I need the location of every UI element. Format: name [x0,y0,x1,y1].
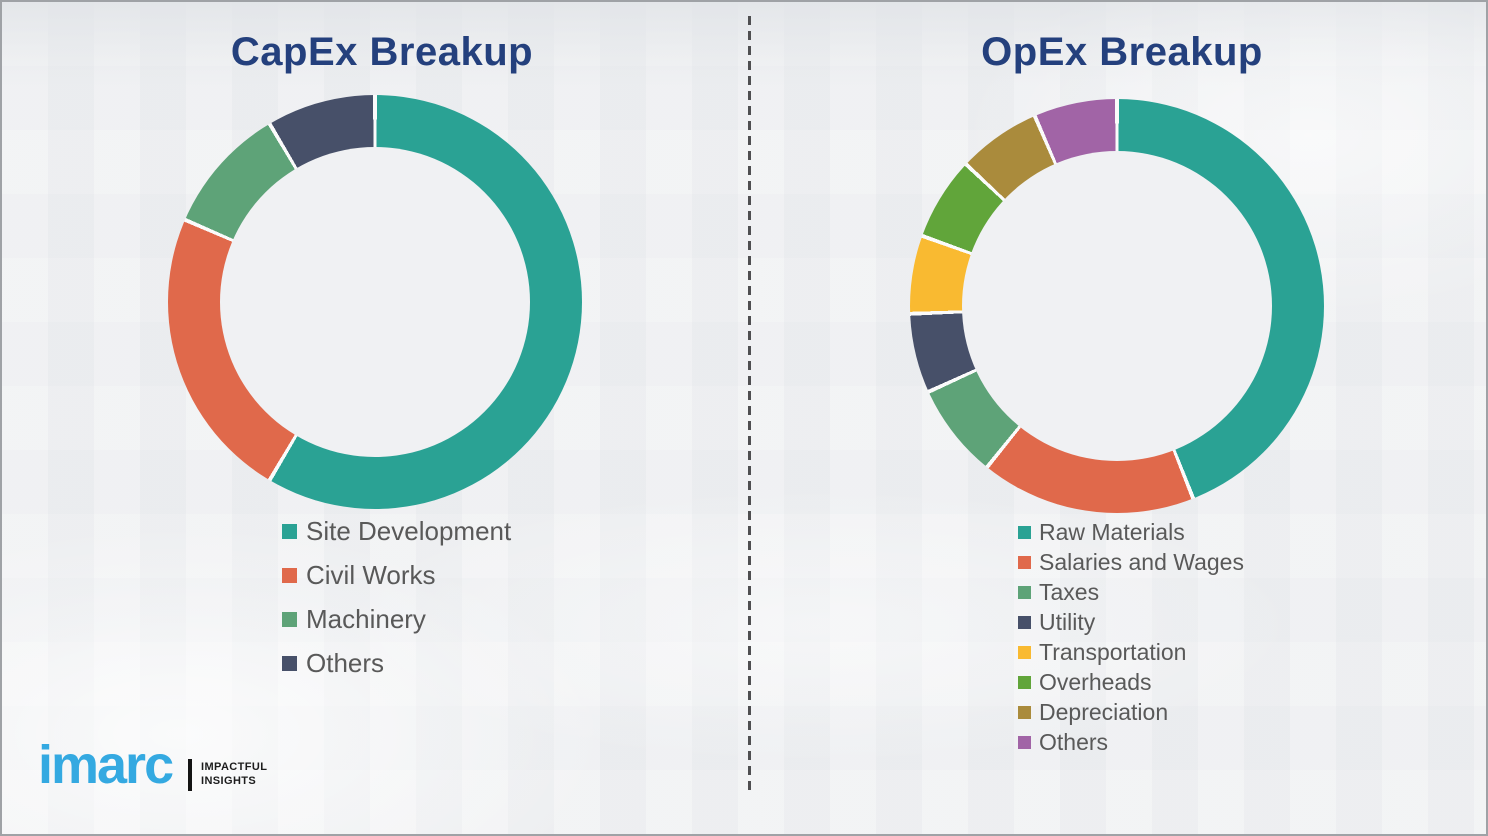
legend-label: Overheads [1039,668,1152,695]
opex-donut-chart [910,99,1324,513]
legend-item: Utility [1018,607,1244,637]
legend-swatch [1018,615,1031,629]
legend-swatch [1018,525,1031,539]
legend-swatch [1018,675,1031,689]
capex-legend: Site Development Civil Works Machinery Othe… [282,509,511,685]
legend-swatch [282,523,297,539]
capex-donut-hole [220,147,530,457]
legend-item: Site Development [282,509,511,553]
legend-swatch [1018,645,1031,659]
tagline-line1: IMPACTFUL [201,761,268,773]
legend-item: Overheads [1018,667,1244,697]
legend-label: Others [306,647,385,678]
legend-swatch [1018,585,1031,599]
legend-label: Utility [1039,608,1096,635]
legend-item: Salaries and Wages [1018,547,1244,577]
legend-label: Salaries and Wages [1039,548,1244,575]
legend-label: Transportation [1039,638,1187,665]
legend-item: Machinery [282,597,511,641]
legend-item: Depreciation [1018,697,1244,727]
imarc-logo-text: imarc [38,735,174,795]
opex-donut-hole [962,151,1272,461]
legend-item: Others [1018,727,1244,757]
legend-label: Depreciation [1039,698,1169,725]
legend-swatch [1018,555,1031,569]
legend-label: Site Development [306,515,512,546]
opex-chart-title: OpEx Breakup [981,30,1263,74]
legend-swatch [1018,735,1031,749]
legend-item: Raw Materials [1018,517,1244,547]
legend-label: Taxes [1039,578,1100,605]
capex-chart-title: CapEx Breakup [230,30,534,74]
legend-label: Machinery [306,603,426,634]
legend-item: Civil Works [282,553,511,597]
legend-swatch [282,567,297,583]
legend-item: Others [282,641,511,685]
legend-swatch [1018,705,1031,719]
legend-label: Civil Works [306,559,436,590]
opex-legend: Raw Materials Salaries and Wages Taxes Util… [1018,517,1244,757]
legend-item: Transportation [1018,637,1244,667]
legend-swatch [282,611,297,627]
legend-label: Raw Materials [1039,518,1185,545]
tagline-line2: INSIGHTS [201,774,257,787]
legend-swatch [282,655,297,671]
legend-label: Others [1039,728,1109,755]
legend-item: Taxes [1018,577,1244,607]
imarc-logo-tagline: IMPACTFUL INSIGHTS [201,761,267,788]
imarc-logo-divider-bar [188,759,192,791]
capex-donut-chart [168,95,582,509]
panel-divider [748,16,751,792]
